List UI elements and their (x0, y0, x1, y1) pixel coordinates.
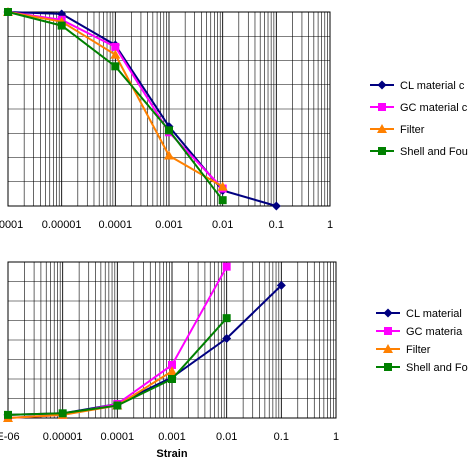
x-tick-label: 0.1 (274, 431, 289, 443)
top-x-ticks: 00001 0.00001 0.0001 0.001 0.01 0.1 1 (0, 219, 333, 231)
data-point (57, 21, 66, 30)
x-tick-label: 0.01 (216, 431, 237, 443)
top-legend-entry-cl: CL material c (370, 80, 465, 92)
bottom-series-shell (4, 314, 231, 419)
data-point (222, 333, 232, 343)
x-tick-label: 0.01 (212, 219, 233, 231)
bottom-legend-entry-shell: Shell and Fo (376, 362, 468, 374)
legend-swatch-marker (383, 308, 393, 318)
legend-swatch-marker (377, 80, 387, 90)
legend-label: CL material c (400, 80, 465, 92)
top-plot-frame (7, 11, 331, 207)
x-tick-label: 0.0001 (99, 219, 133, 231)
series-line (7, 11, 277, 207)
bottom-legend-entry-filter: Filter (376, 344, 431, 356)
bottom-legend-entry-gc: GC materia (376, 326, 463, 338)
x-tick-label: 0.001 (155, 219, 183, 231)
legend-label: GC materia (406, 326, 463, 338)
legend-swatch-marker (378, 103, 386, 111)
top-legend-entry-filter: Filter (370, 124, 425, 136)
data-point (168, 375, 176, 383)
data-point (164, 150, 174, 160)
x-tick-label: 00001 (0, 219, 23, 231)
legend-label: Filter (400, 124, 425, 136)
data-point (165, 126, 173, 135)
x-tick-label: 1 (333, 431, 339, 443)
legend-swatch-marker (383, 344, 393, 353)
x-tick-label: E-06 (0, 431, 20, 443)
top-grid (7, 12, 330, 206)
bottom-plot-frame (7, 261, 337, 419)
data-point (218, 196, 227, 205)
legend-swatch-marker (384, 363, 392, 371)
legend-swatch-marker (378, 147, 386, 155)
data-point (113, 401, 122, 410)
x-tick-label: 0.00001 (43, 431, 83, 443)
chart-bottom-strain: E-06 0.00001 0.0001 0.001 0.01 0.1 1 Strain CL m… (0, 261, 468, 460)
legend-label: GC material c (400, 102, 468, 114)
bottom-x-ticks: E-06 0.00001 0.0001 0.001 0.01 0.1 1 (0, 431, 339, 443)
x-tick-label: 0.001 (158, 431, 186, 443)
top-series-shell (4, 8, 227, 205)
top-legend-entry-gc: GC material c (370, 102, 468, 114)
legend-swatch-marker (384, 327, 392, 335)
legend-label: Filter (406, 344, 431, 356)
data-point (111, 62, 120, 71)
data-point (276, 280, 286, 290)
x-tick-label: 0.1 (269, 219, 284, 231)
bottom-legend-entry-cl: CL material (376, 308, 462, 320)
data-point (217, 181, 228, 191)
x-tick-label: 0.0001 (101, 431, 135, 443)
data-point (4, 410, 12, 419)
legend-label: Shell and Fou (400, 146, 468, 158)
x-tick-label: 0.00001 (42, 219, 82, 231)
data-point (4, 8, 12, 16)
legend-label: Shell and Fo (406, 362, 468, 374)
data-point (168, 360, 176, 369)
x-tick-label: 1 (327, 219, 333, 231)
data-point (271, 201, 281, 211)
data-point (167, 366, 177, 376)
data-point (222, 262, 231, 271)
data-point (58, 409, 67, 418)
chart-top-damping-ratio: 00001 0.00001 0.0001 0.001 0.01 0.1 1 CL materi… (0, 7, 468, 231)
data-point (110, 49, 121, 59)
top-legend-entry-shell: Shell and Fou (370, 146, 468, 158)
legend-label: CL material (406, 308, 462, 320)
data-point (222, 314, 231, 323)
legend-swatch-marker (377, 124, 387, 133)
bottom-x-axis-title: Strain (156, 448, 187, 460)
data-point (111, 42, 120, 51)
